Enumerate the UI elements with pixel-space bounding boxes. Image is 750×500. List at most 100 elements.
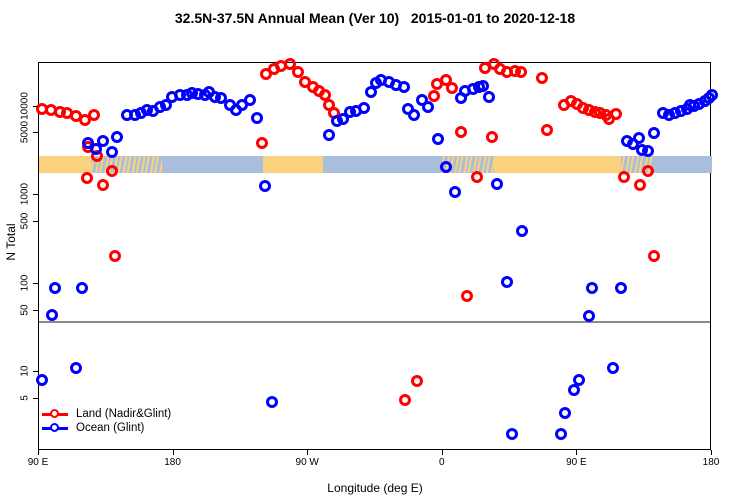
data-point	[284, 58, 297, 71]
x-axis-tick-label: 180	[702, 457, 720, 468]
data-point	[471, 171, 484, 184]
data-point	[477, 79, 490, 92]
data-point	[88, 108, 101, 121]
legend-marker	[42, 422, 68, 434]
data-point	[541, 124, 554, 137]
x-axis-tick	[172, 450, 174, 455]
data-point	[255, 137, 268, 150]
land-ocean-band-segment-ocean	[323, 156, 442, 173]
data-point	[76, 281, 89, 294]
data-point	[647, 250, 660, 263]
data-point	[647, 127, 660, 140]
data-point	[460, 290, 473, 303]
y-axis-tick-label: 5000	[19, 121, 31, 144]
y-axis-tick	[33, 105, 38, 107]
data-point	[258, 180, 271, 193]
data-point	[572, 373, 585, 386]
data-point	[89, 143, 102, 156]
data-point	[110, 131, 123, 144]
y-axis-label: N Total	[4, 223, 18, 261]
x-axis-tick	[576, 450, 578, 455]
data-point	[554, 428, 567, 441]
reference-line	[39, 321, 710, 324]
data-point	[501, 275, 514, 288]
x-axis-tick-label: 90 W	[295, 457, 319, 468]
data-point	[505, 428, 518, 441]
data-point	[535, 71, 548, 84]
data-point	[632, 132, 645, 145]
data-point	[421, 100, 434, 113]
data-point	[336, 112, 349, 125]
land-ocean-band-segment-mixed	[441, 156, 494, 173]
data-point	[490, 178, 503, 191]
data-point	[641, 145, 654, 158]
land-ocean-band-segment-land	[493, 156, 621, 173]
data-point	[607, 361, 620, 374]
y-axis-tick	[33, 194, 38, 196]
data-point	[583, 310, 596, 323]
legend: Land (Nadir&Glint) Ocean (Glint)	[42, 407, 171, 435]
y-axis-tick	[33, 371, 38, 373]
data-point	[70, 361, 83, 374]
data-point	[399, 393, 412, 406]
data-point	[243, 93, 256, 106]
y-axis-tick-label: 100	[19, 274, 31, 292]
data-point	[427, 89, 440, 102]
data-point	[445, 81, 458, 94]
x-axis-tick	[711, 450, 712, 455]
data-point	[36, 373, 48, 386]
data-point	[610, 107, 623, 120]
y-axis-tick-label: 10000	[19, 91, 31, 120]
data-point	[634, 179, 647, 192]
data-point	[408, 108, 421, 121]
data-point	[411, 375, 424, 388]
data-point	[215, 91, 228, 104]
x-axis-tick	[38, 450, 39, 455]
legend-item: Ocean (Glint)	[42, 421, 171, 435]
x-axis-tick-label: 0	[439, 457, 445, 468]
chart-title: 32.5N-37.5N Annual Mean (Ver 10) 2015-01…	[174, 10, 576, 26]
data-point	[97, 179, 110, 192]
data-point	[439, 161, 452, 174]
legend-item: Land (Nadir&Glint)	[42, 407, 171, 421]
legend-label: Ocean (Glint)	[76, 422, 145, 434]
data-point	[49, 281, 62, 294]
y-axis-tick-label: 500	[19, 212, 31, 230]
data-point	[106, 165, 119, 178]
data-point	[46, 308, 59, 321]
legend-label: Land (Nadir&Glint)	[76, 408, 172, 420]
y-axis-tick	[33, 309, 38, 311]
land-ocean-band-segment-land	[39, 156, 92, 173]
land-ocean-band-segment-ocean	[161, 156, 264, 173]
data-point	[559, 406, 572, 419]
data-point	[454, 126, 467, 139]
data-point	[291, 65, 304, 78]
x-axis-tick	[307, 450, 309, 455]
y-axis-tick-label: 1000	[19, 183, 31, 206]
data-point	[486, 131, 499, 144]
data-point	[641, 165, 654, 178]
x-axis-label: Longitude (deg E)	[327, 481, 423, 495]
x-axis-tick	[441, 450, 443, 455]
data-point	[397, 80, 410, 93]
data-point	[323, 129, 336, 142]
legend-marker	[42, 408, 68, 420]
data-point	[706, 88, 718, 101]
data-point	[568, 384, 581, 397]
data-point	[483, 90, 496, 103]
x-axis-tick-label: 90 E	[566, 457, 587, 468]
data-point	[516, 225, 529, 238]
y-axis-tick	[33, 220, 38, 222]
data-point	[80, 172, 93, 185]
y-axis-tick	[33, 398, 38, 400]
legend-circle-icon	[50, 409, 59, 418]
data-point	[514, 65, 527, 78]
land-ocean-band-segment-land	[263, 156, 324, 173]
data-point	[318, 88, 331, 101]
data-point	[617, 171, 630, 184]
data-point	[266, 395, 279, 408]
data-point	[357, 101, 370, 114]
data-point	[106, 146, 119, 159]
y-axis-tick	[33, 282, 38, 284]
